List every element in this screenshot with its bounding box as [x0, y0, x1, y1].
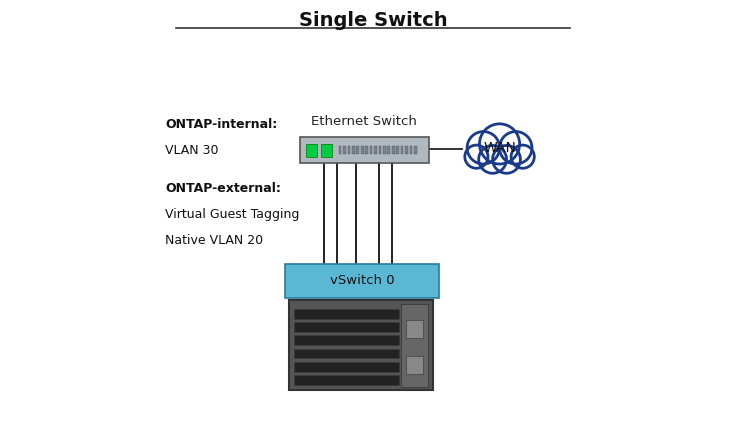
FancyBboxPatch shape [378, 146, 381, 154]
FancyBboxPatch shape [370, 146, 372, 154]
FancyBboxPatch shape [410, 146, 413, 154]
FancyBboxPatch shape [414, 146, 417, 154]
FancyBboxPatch shape [383, 146, 386, 154]
FancyBboxPatch shape [295, 348, 399, 358]
FancyBboxPatch shape [306, 144, 317, 157]
Circle shape [465, 145, 488, 168]
Text: WAN: WAN [483, 141, 516, 155]
Circle shape [467, 132, 500, 164]
FancyBboxPatch shape [295, 322, 399, 332]
FancyBboxPatch shape [357, 146, 359, 154]
FancyBboxPatch shape [406, 320, 422, 338]
FancyBboxPatch shape [387, 146, 390, 154]
FancyBboxPatch shape [285, 264, 439, 298]
FancyBboxPatch shape [300, 137, 429, 163]
FancyBboxPatch shape [295, 362, 399, 372]
Text: Virtual Guest Tagging: Virtual Guest Tagging [165, 208, 299, 221]
FancyBboxPatch shape [339, 146, 342, 154]
FancyBboxPatch shape [401, 304, 428, 387]
FancyBboxPatch shape [361, 146, 363, 154]
FancyBboxPatch shape [289, 300, 433, 390]
Text: Native VLAN 20: Native VLAN 20 [165, 234, 263, 247]
FancyBboxPatch shape [321, 144, 332, 157]
FancyBboxPatch shape [343, 146, 346, 154]
FancyBboxPatch shape [405, 146, 408, 154]
Circle shape [480, 124, 520, 164]
FancyBboxPatch shape [406, 356, 422, 374]
Text: ONTAP-external:: ONTAP-external: [165, 182, 280, 195]
Text: vSwitch 0: vSwitch 0 [330, 275, 395, 287]
Text: ONTAP-internal:: ONTAP-internal: [165, 118, 278, 131]
Circle shape [511, 145, 534, 168]
FancyBboxPatch shape [352, 146, 355, 154]
FancyBboxPatch shape [392, 146, 395, 154]
FancyBboxPatch shape [348, 146, 351, 154]
FancyBboxPatch shape [295, 375, 399, 385]
Circle shape [479, 145, 507, 173]
FancyBboxPatch shape [295, 309, 399, 319]
FancyBboxPatch shape [295, 335, 399, 345]
Text: Single Switch: Single Switch [298, 11, 448, 30]
FancyBboxPatch shape [401, 146, 404, 154]
Circle shape [500, 132, 532, 164]
Text: VLAN 30: VLAN 30 [165, 144, 219, 157]
Text: Ethernet Switch: Ethernet Switch [312, 115, 417, 128]
FancyBboxPatch shape [396, 146, 399, 154]
FancyBboxPatch shape [374, 146, 377, 154]
FancyBboxPatch shape [366, 146, 368, 154]
Circle shape [492, 145, 521, 173]
